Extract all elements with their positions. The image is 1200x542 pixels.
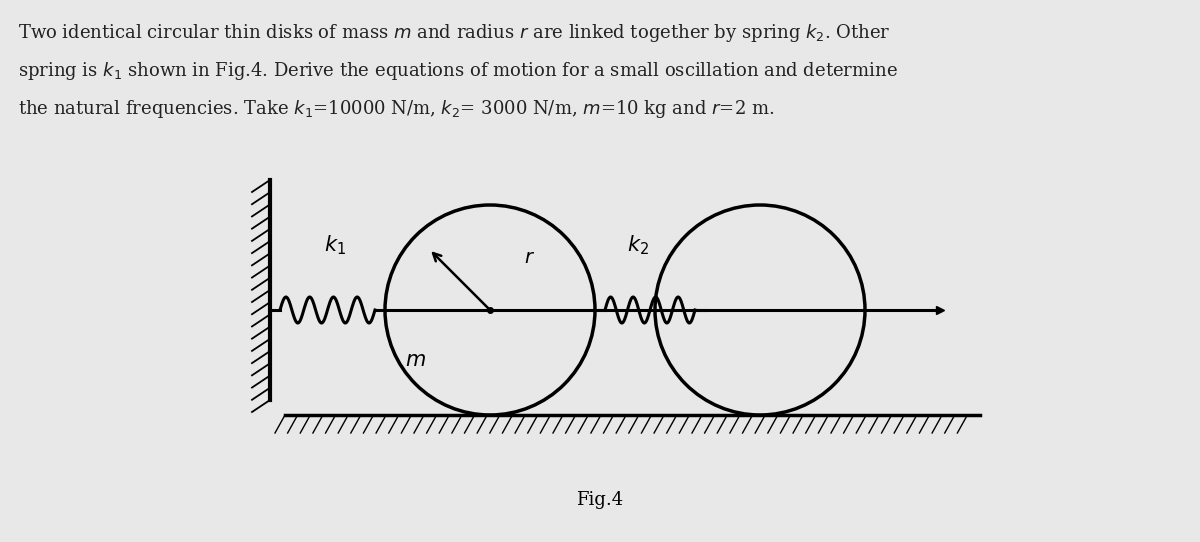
Text: $k_2$: $k_2$ xyxy=(628,233,649,257)
Text: $k_1$: $k_1$ xyxy=(324,233,346,257)
Text: Two identical circular thin disks of mass $m$ and radius $r$ are linked together: Two identical circular thin disks of mas… xyxy=(18,22,890,44)
Text: $m$: $m$ xyxy=(404,351,426,370)
Text: spring is $k_1$ shown in Fig.4. Derive the equations of motion for a small oscil: spring is $k_1$ shown in Fig.4. Derive t… xyxy=(18,60,898,82)
Text: $r$: $r$ xyxy=(524,249,535,267)
Text: Fig.4: Fig.4 xyxy=(576,491,624,509)
Text: the natural frequencies. Take $k_1$=10000 N/m, $k_2$= 3000 N/m, $m$=10 kg and $r: the natural frequencies. Take $k_1$=1000… xyxy=(18,98,774,120)
